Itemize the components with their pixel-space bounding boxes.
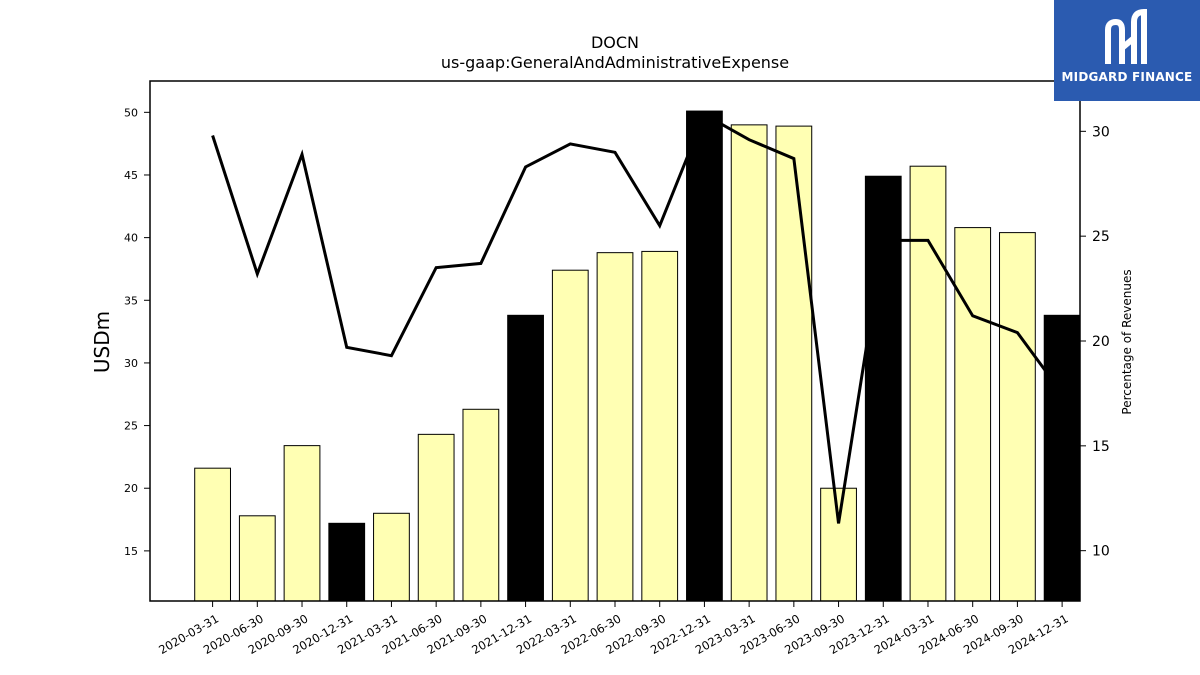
logo-mark-icon	[1105, 8, 1147, 64]
bar	[909, 165, 947, 602]
y2-tick-label: 20	[1092, 334, 1110, 350]
bar	[1043, 314, 1081, 602]
bar	[328, 522, 366, 602]
y2-tick-label: 25	[1092, 229, 1110, 245]
y-tick-label: 35	[124, 294, 138, 307]
bar	[596, 252, 634, 602]
bar	[775, 125, 813, 602]
bar	[194, 467, 231, 602]
chart-subtitle: us-gaap:GeneralAndAdministrativeExpense	[441, 53, 789, 72]
bar	[730, 124, 768, 602]
y-axis-label: USDm	[90, 311, 114, 373]
bar	[373, 512, 410, 602]
y-tick-label: 20	[124, 482, 138, 495]
bar	[999, 232, 1036, 602]
bar	[686, 110, 723, 602]
bar	[238, 515, 276, 602]
y2-tick-label: 10	[1092, 544, 1110, 560]
y-tick-label: 30	[124, 357, 138, 370]
bar	[551, 269, 589, 602]
bar	[820, 487, 857, 602]
y2-axis-label: Percentage of Revenues	[1120, 269, 1134, 414]
bar	[462, 408, 500, 602]
bar	[954, 227, 992, 602]
y-tick-label: 40	[124, 232, 138, 245]
y-tick-label: 25	[124, 420, 138, 433]
y2-tick-label: 30	[1092, 124, 1110, 140]
bar	[417, 433, 455, 602]
plot-area: 152025303540455010152025302020-03-312020…	[124, 80, 1110, 657]
series-line	[211, 112, 1064, 524]
y-tick-label: 15	[124, 545, 138, 558]
bar	[641, 250, 679, 602]
y2-tick-label: 15	[1092, 439, 1110, 455]
brand-logo: MIDGARD FINANCE	[1054, 0, 1200, 101]
chart-title: DOCN	[591, 33, 639, 52]
y-tick-label: 50	[124, 106, 138, 119]
bar	[283, 445, 321, 602]
brand-name: MIDGARD FINANCE	[1061, 70, 1193, 84]
y-tick-label: 45	[124, 169, 138, 182]
bar	[507, 314, 544, 602]
